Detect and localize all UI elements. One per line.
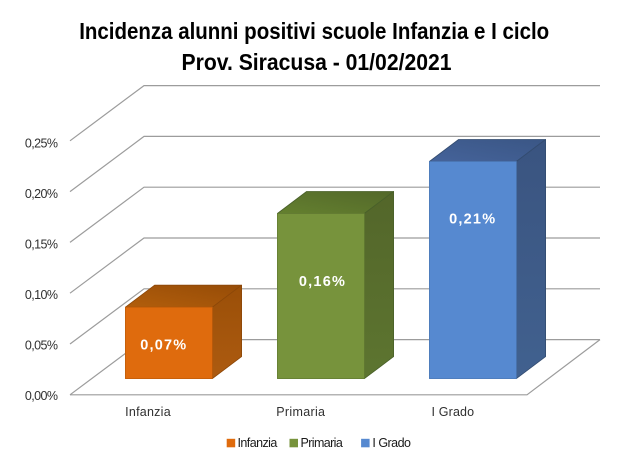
svg-text:Incidenza alunni positivi scuo: Incidenza alunni positivi scuole Infanzi… <box>79 18 549 44</box>
svg-text:0,21%: 0,21% <box>449 211 495 227</box>
svg-text:0,15%: 0,15% <box>25 238 58 252</box>
svg-text:0,00%: 0,00% <box>25 389 58 403</box>
svg-text:Infanzia: Infanzia <box>238 436 278 450</box>
svg-text:0,20%: 0,20% <box>25 187 58 201</box>
svg-text:0,10%: 0,10% <box>25 288 58 302</box>
svg-text:0,16%: 0,16% <box>299 274 345 290</box>
svg-text:0,07%: 0,07% <box>140 338 186 354</box>
svg-text:Primaria: Primaria <box>276 405 325 419</box>
svg-text:I Grado: I Grado <box>372 436 411 450</box>
svg-text:Infanzia: Infanzia <box>125 405 171 419</box>
svg-text:0,05%: 0,05% <box>25 338 58 352</box>
svg-text:I Grado: I Grado <box>432 405 475 419</box>
svg-text:Prov. Siracusa - 01/02/2021: Prov. Siracusa - 01/02/2021 <box>182 49 452 75</box>
svg-text:Primaria: Primaria <box>301 436 343 450</box>
svg-text:0,25%: 0,25% <box>25 137 58 151</box>
